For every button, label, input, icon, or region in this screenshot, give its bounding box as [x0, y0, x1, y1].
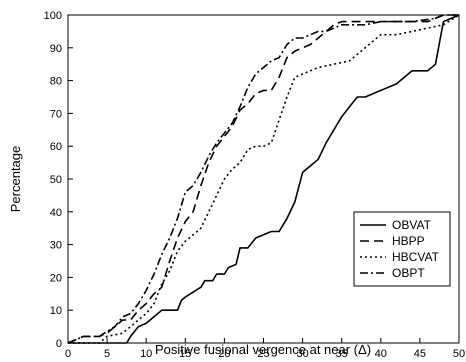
series-line-obvat	[68, 15, 459, 343]
x-tick-label: 50	[453, 348, 465, 360]
x-tick-label: 25	[257, 348, 269, 360]
y-tick-label: 20	[50, 272, 62, 284]
y-tick-label: 30	[50, 240, 62, 252]
x-tick-label: 20	[218, 348, 230, 360]
y-tick-label: 0	[56, 338, 62, 350]
y-tick-label: 70	[50, 108, 62, 120]
x-tick-label: 0	[65, 348, 71, 360]
legend-label: HBPP	[392, 234, 425, 248]
x-tick-label: 5	[104, 348, 110, 360]
legend-label: HBCVAT	[392, 250, 440, 264]
x-tick-label: 10	[140, 348, 152, 360]
x-tick-label: 15	[179, 348, 191, 360]
x-tick-label: 30	[296, 348, 308, 360]
y-tick-label: 100	[44, 10, 62, 22]
legend-label: OBPT	[392, 266, 425, 280]
y-tick-label: 60	[50, 141, 62, 153]
x-tick-label: 40	[375, 348, 387, 360]
y-tick-label: 10	[50, 305, 62, 317]
plot-frame	[68, 15, 459, 343]
x-tick-label: 35	[336, 348, 348, 360]
series-line-obpt	[68, 15, 459, 343]
series-line-hbcvat	[68, 15, 459, 343]
y-tick-label: 50	[50, 174, 62, 186]
y-tick-label: 40	[50, 207, 62, 219]
x-tick-label: 45	[414, 348, 426, 360]
legend-label: OBVAT	[392, 218, 432, 232]
y-axis-title: Percentage	[8, 146, 23, 213]
series-line-hbpp	[68, 15, 459, 343]
y-tick-label: 90	[50, 43, 62, 55]
y-tick-label: 80	[50, 76, 62, 88]
